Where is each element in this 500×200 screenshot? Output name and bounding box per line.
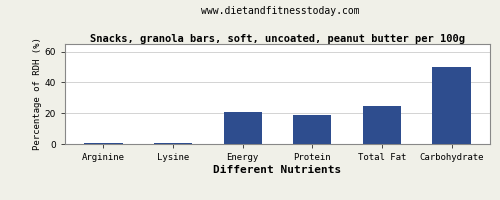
X-axis label: Different Nutrients: Different Nutrients — [214, 165, 342, 175]
Bar — [293, 115, 332, 144]
Bar — [84, 143, 122, 144]
Bar — [224, 112, 262, 144]
Bar — [154, 143, 192, 144]
Text: www.dietandfitnesstoday.com: www.dietandfitnesstoday.com — [200, 6, 360, 16]
Y-axis label: Percentage of RDH (%): Percentage of RDH (%) — [32, 38, 42, 150]
Bar — [363, 106, 401, 144]
Title: Snacks, granola bars, soft, uncoated, peanut butter per 100g: Snacks, granola bars, soft, uncoated, pe… — [90, 34, 465, 44]
Bar — [432, 67, 470, 144]
